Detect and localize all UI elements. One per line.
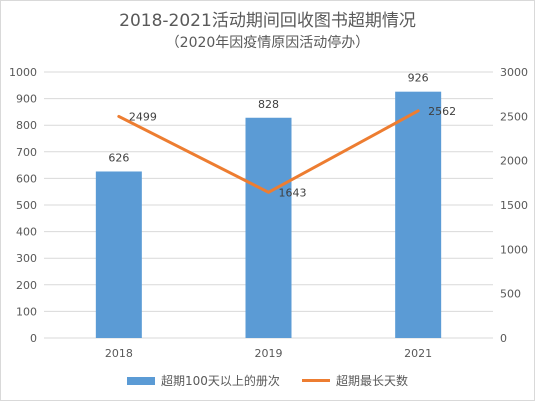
line-series <box>117 109 420 194</box>
line-data-label: 2562 <box>428 105 456 118</box>
x-tick-label: 2021 <box>404 347 432 360</box>
y-left-tick-label: 400 <box>16 226 37 239</box>
chart-subtitle: （2020年因疫情原因活动停办） <box>165 35 370 51</box>
legend-item-bar: 超期100天以上的册次 <box>127 372 280 389</box>
y-right-tick-label: 2500 <box>500 110 528 123</box>
y-right-tick-label: 1000 <box>500 243 528 256</box>
legend: 超期100天以上的册次 超期最长天数 <box>0 372 535 389</box>
y-right-tick-label: 3000 <box>500 66 528 79</box>
line-data-label: 1643 <box>279 186 307 199</box>
y-left-tick-label: 700 <box>16 146 37 159</box>
bar-data-label: 926 <box>408 72 429 85</box>
line-data-label: 2499 <box>129 110 157 123</box>
y-left-tick-label: 100 <box>16 305 37 318</box>
x-tick-label: 2019 <box>255 347 283 360</box>
legend-bar-swatch <box>127 376 156 385</box>
bar <box>245 117 292 338</box>
legend-line-swatch <box>301 379 330 382</box>
chart-title: 2018-2021活动期间回收图书超期情况 <box>119 11 416 31</box>
legend-item-line: 超期最长天数 <box>301 372 408 389</box>
y-left-tick-label: 1000 <box>9 66 37 79</box>
y-left-tick-label: 300 <box>16 252 37 265</box>
y-right-tick-label: 2000 <box>500 155 528 168</box>
legend-bar-label: 超期100天以上的册次 <box>161 374 280 388</box>
y-right-tick-label: 1500 <box>500 199 528 212</box>
y-left-tick-label: 900 <box>16 93 37 106</box>
bar <box>395 91 442 339</box>
y-right-tick-label: 0 <box>500 332 507 345</box>
bar-data-label: 626 <box>108 151 129 164</box>
y-right-tick-label: 500 <box>500 288 521 301</box>
y-left-tick-label: 600 <box>16 172 37 185</box>
y-left-tick-label: 0 <box>30 332 37 345</box>
y-left-tick-label: 200 <box>16 279 37 292</box>
y-left-tick-label: 800 <box>16 119 37 132</box>
bar <box>95 171 142 338</box>
y-left-tick-label: 500 <box>16 199 37 212</box>
x-tick-label: 2018 <box>105 347 133 360</box>
bar-data-label: 828 <box>258 98 279 111</box>
legend-line-label: 超期最长天数 <box>335 374 408 388</box>
